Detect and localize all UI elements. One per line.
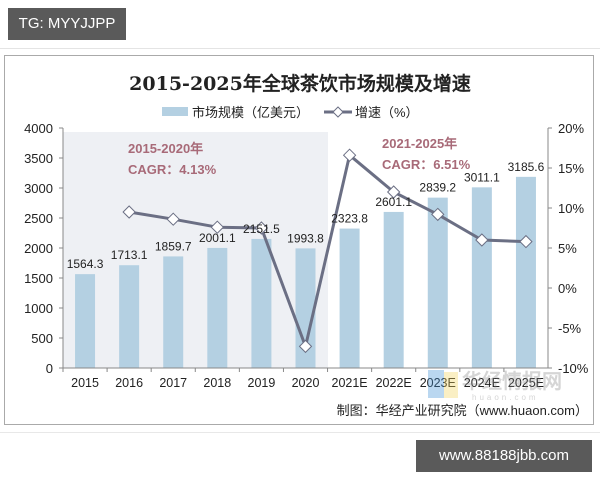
bar-value-label: 2001.1 [199,231,236,245]
diamond-marker-icon [166,212,180,226]
chart: 2015-2025年全球茶饮市场规模及增速 市场规模（亿美元） 增速（%） 0 5… [24,72,589,418]
bar [163,256,184,368]
diamond-marker-icon [332,106,344,118]
right-axis-tick: -5% [558,321,582,336]
x-axis-tick: 2019 [248,376,276,390]
cagr-annotation-1: 2015-2020年 CAGR：4.13% [128,141,217,177]
right-axis-tick: 20% [558,121,584,136]
right-axis-tick: -10% [558,361,589,376]
left-axis-tick: 500 [31,331,53,346]
legend-bar-label: 市场规模（亿美元） [192,105,309,120]
bar [383,211,404,368]
x-axis-tick: 2022E [376,376,412,390]
bar [119,265,140,368]
bar [75,274,96,368]
bar-value-label: 2839.2 [419,181,456,195]
left-axis-tick: 2500 [24,211,53,226]
svg-text:2021-2025年: 2021-2025年 [382,136,457,151]
x-axis-tick: 2016 [115,376,143,390]
left-axis-tick: 1000 [24,301,53,316]
left-axis-tick: 3500 [24,151,53,166]
svg-text:2015-2020年: 2015-2020年 [128,141,203,156]
legend-line-label: 增速（%） [355,105,419,120]
left-axis-tick: 0 [46,361,53,376]
site-url-label: www.88188jbb.com [416,440,592,472]
tg-tag-label: TG: MYYJJPP [8,8,126,40]
svg-text:CAGR：4.13%: CAGR：4.13% [128,162,217,177]
cagr-annotation-2: 2021-2025年 CAGR：6.51% [382,136,471,172]
bar-value-label: 3011.1 [464,170,500,184]
right-axis-tick: 0% [558,281,577,296]
right-axis-tick: 10% [558,201,584,216]
svg-text:CAGR：6.51%: CAGR：6.51% [382,157,471,172]
bar [251,238,272,368]
svg-text:华经情报网: 华经情报网 [462,369,562,393]
bar [207,247,228,368]
watermark: 华经情报网 huaon.com [428,369,562,402]
diamond-marker-icon [298,339,313,354]
divider [0,432,600,433]
bar-value-label: 1859.7 [155,239,192,253]
right-axis-tick: 5% [558,241,577,256]
bar-value-label: 2151.5 [243,222,280,236]
x-axis-tick: 2018 [203,376,231,390]
legend-bar-swatch [162,107,188,116]
bar-value-label: 1713.1 [111,248,148,262]
svg-text:huaon.com: huaon.com [472,393,539,402]
bar [515,176,536,368]
bars [75,176,536,368]
left-axis-tick: 3000 [24,181,53,196]
bar-value-label: 2323.8 [331,212,368,226]
diamond-marker-icon [254,221,269,235]
left-axis-tick: 2000 [24,241,53,256]
source-label: 制图：华经产业研究院（www.huaon.com） [337,403,588,418]
x-axis-tick: 2025E [508,376,544,390]
bar [339,228,360,368]
x-axis-tick: 2017 [159,376,187,390]
x-axis-tick: 2024E [464,376,500,390]
chart-title: 2015-2025年全球茶饮市场规模及增速 [129,72,471,95]
x-axis-tick: 2015 [71,376,99,390]
left-axis-tick: 4000 [24,121,53,136]
diamond-marker-icon [210,220,225,234]
diamond-marker-icon [386,185,401,199]
x-axis-tick: 2023E [420,376,456,390]
diamond-marker-icon [342,148,357,162]
bar-value-label: 2601.1 [375,195,412,209]
axes: 0 500 1000 1500 2000 2500 3000 3500 4000 -10% -5% 0… [24,121,589,390]
x-axis-tick: 2021E [332,376,368,390]
diamond-marker-icon [475,233,489,247]
left-axis-tick: 1500 [24,271,53,286]
bar-value-label: 3185.6 [508,160,545,174]
bar [471,187,492,368]
bar [295,248,316,368]
diamond-marker-icon [431,207,445,222]
bar [427,197,448,368]
diamond-marker-icon [122,205,136,219]
legend: 市场规模（亿美元） 增速（%） [162,105,419,120]
bar-value-label: 1564.3 [67,257,104,271]
right-axis-tick: 15% [558,161,584,176]
growth-line [122,148,533,354]
x-axis-tick: 2020 [292,376,320,390]
bar-value-label: 1993.8 [287,231,324,245]
diamond-marker-icon [519,234,533,249]
bar-labels: 1564.3 1713.1 1859.7 2001.1 2151.5 1993.8 2323… [67,160,545,271]
divider [0,48,600,49]
history-shade [63,132,328,368]
